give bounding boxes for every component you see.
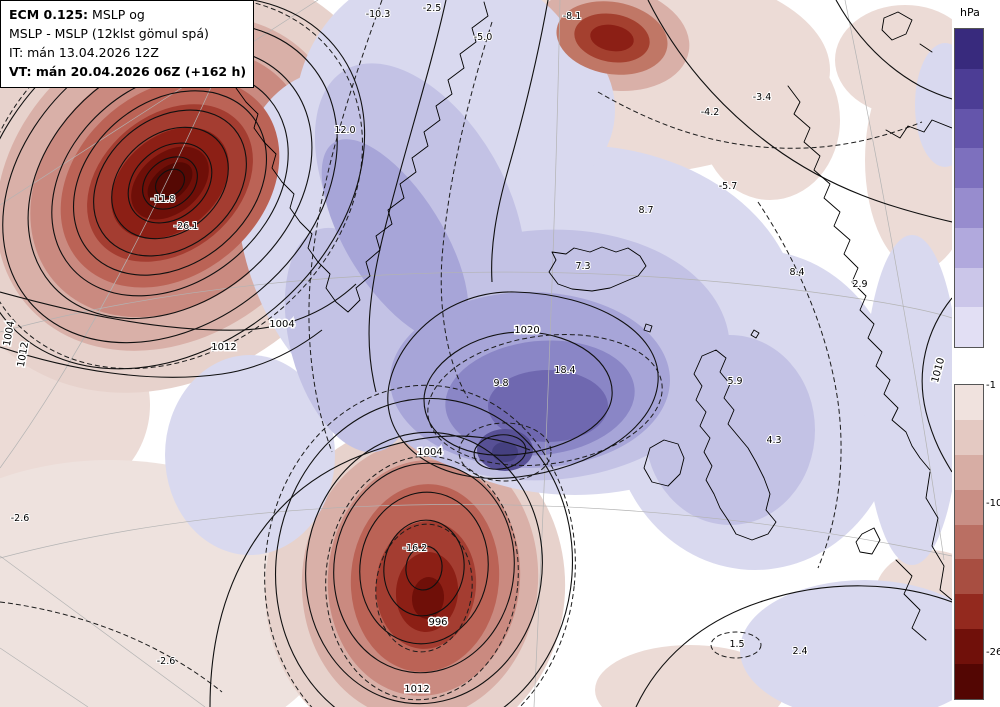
anomaly-label: 5.9 — [727, 376, 742, 387]
isobar-label: 1012 — [404, 684, 429, 695]
svalbard-coastline — [881, 11, 933, 53]
anomaly-label: 4.3 — [766, 435, 781, 446]
anomaly-label: -2.6 — [11, 513, 30, 524]
anomaly-label: -5.0 — [474, 32, 493, 43]
legend-color-segment — [955, 227, 983, 268]
legend-color-segment — [955, 68, 983, 109]
anomaly-label: 9.8 — [493, 378, 508, 389]
legend-color-segment — [955, 559, 983, 595]
anomaly-label: -11.8 — [151, 194, 176, 205]
legend-color-segment — [955, 594, 983, 630]
legend-color-segment — [955, 664, 983, 700]
coastlines — [195, 0, 952, 641]
anomaly-label: 2.4 — [792, 646, 807, 657]
anomaly-label: -4.2 — [701, 107, 720, 118]
iceland-coastline — [548, 246, 647, 292]
legend-color-segment — [955, 629, 983, 665]
anomaly-label: -26.1 — [174, 221, 199, 232]
britain-coastline — [693, 349, 777, 541]
anomaly-label: -2.5 — [423, 3, 442, 14]
anomaly-label: 8.4 — [789, 267, 804, 278]
legend-color-segment — [955, 29, 983, 69]
isobar-label: 1004 — [269, 319, 294, 330]
legend-tick-label: -10 — [986, 498, 1000, 509]
legend-color-segment — [955, 454, 983, 490]
anomaly-label: -3.4 — [753, 92, 772, 103]
valid-time-line: VT: mán 20.04.2026 06Z (+162 h) — [9, 64, 247, 79]
legend-tick-label: -1 — [986, 380, 996, 391]
anomaly-label: 1.5 — [729, 639, 744, 650]
model-name: ECM 0.125: — [9, 7, 89, 22]
shetland-islands — [750, 329, 760, 339]
graticule-lines — [0, 0, 952, 707]
field-name: MSLP og — [92, 7, 145, 22]
legend-color-segment — [955, 489, 983, 525]
anomaly-label: -2.6 — [157, 656, 176, 667]
legend-negative-bar — [954, 384, 984, 700]
legend-color-segment — [955, 524, 983, 560]
isobar-label: 1004 — [417, 447, 442, 458]
pressure-anomaly-map: 10041012102010049961012101010041012-10.3… — [0, 0, 952, 707]
legend-color-segment — [955, 385, 983, 420]
anomaly-label: 12.0 — [334, 125, 355, 136]
ireland-coastline — [643, 439, 685, 487]
pressure-contours — [0, 0, 952, 707]
map-label-layer: 10041012102010049961012101010041012-10.3… — [0, 2, 948, 697]
anomaly-shading-positive — [165, 0, 952, 707]
norway-coastline — [787, 85, 931, 471]
legend-color-segment — [955, 307, 983, 347]
legend-color-segment — [955, 267, 983, 308]
model-and-field-line: ECM 0.125: MSLP og — [9, 5, 245, 24]
chart-title-box: ECM 0.125: MSLP og MSLP - MSLP (12klst gö… — [0, 0, 254, 88]
anomaly-label: 18.4 — [554, 365, 575, 376]
anomaly-label: 2.9 — [852, 279, 867, 290]
init-time-line: IT: mán 13.04.2026 12Z — [9, 45, 159, 60]
legend-panel: hPa -1 -10 -26 — [952, 0, 1000, 707]
legend-unit-label: hPa — [960, 6, 980, 19]
isobar-label: 996 — [428, 617, 447, 628]
faroe-islands — [643, 323, 653, 333]
anomaly-label: -16.2 — [403, 543, 428, 554]
arctic-coast-fragment — [885, 119, 952, 139]
baltic-coastline — [855, 471, 952, 641]
legend-color-segment — [955, 188, 983, 228]
legend-positive-bar — [954, 28, 984, 348]
anomaly-label: 8.7 — [638, 205, 653, 216]
anomaly-label: -8.1 — [563, 11, 582, 22]
legend-color-segment — [955, 148, 983, 188]
legend-color-segment — [955, 419, 983, 455]
legend-tick-label: -26 — [986, 647, 1000, 658]
anomaly-label: 7.3 — [575, 261, 590, 272]
anomaly-label: -5.7 — [719, 181, 738, 192]
isobar-label: 1012 — [211, 342, 236, 353]
anomaly-label: -10.3 — [366, 9, 391, 20]
legend-color-segment — [955, 108, 983, 149]
isobar-label: 1020 — [514, 325, 539, 336]
field-description-line: MSLP - MSLP (12klst gömul spá) — [9, 26, 209, 41]
